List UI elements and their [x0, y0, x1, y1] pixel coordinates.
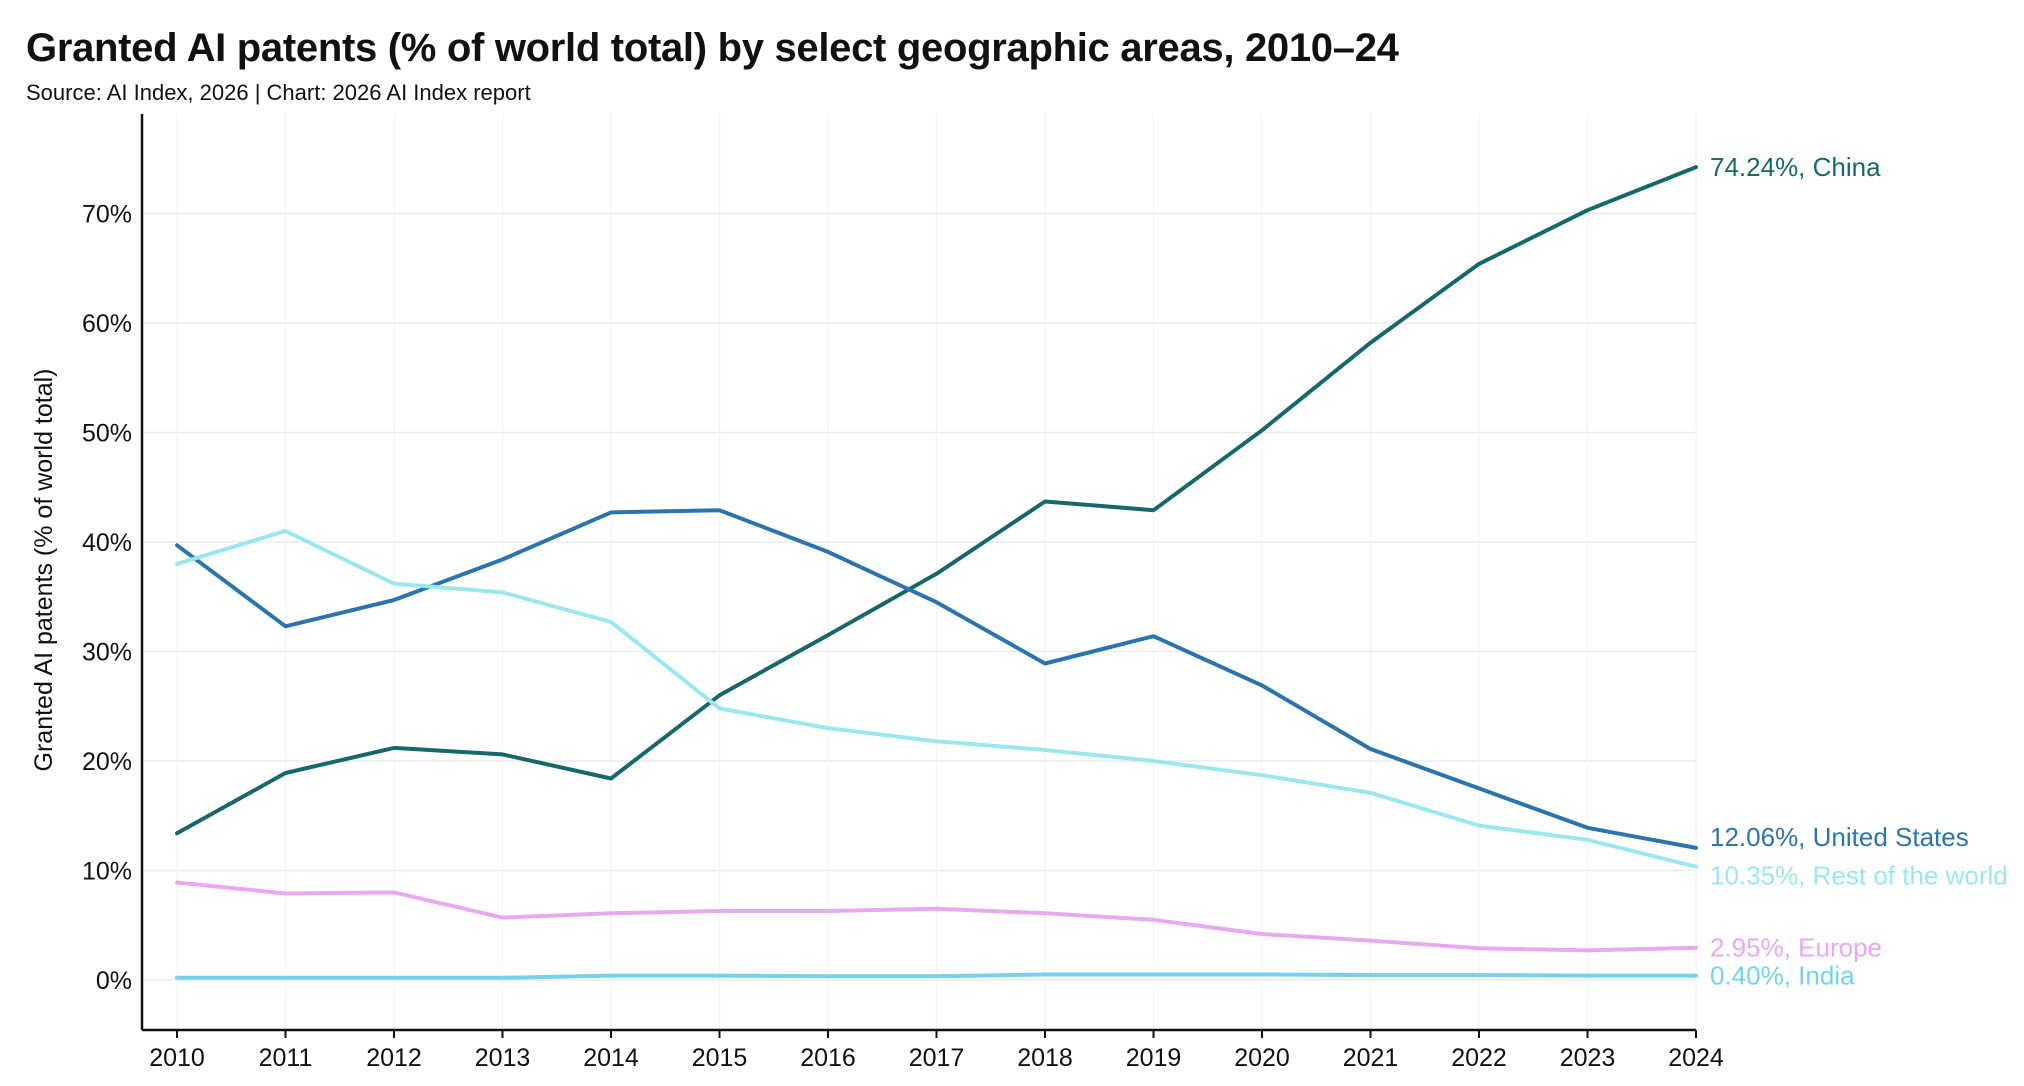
y-tick-label: 10%: [82, 858, 132, 886]
y-axis-label: Granted AI patents (% of world total): [30, 369, 58, 772]
x-tick-label: 2020: [1234, 1044, 1290, 1072]
y-tick-label: 20%: [82, 748, 132, 776]
x-tick-label: 2019: [1126, 1044, 1182, 1072]
x-tick-label: 2024: [1668, 1044, 1724, 1072]
x-tick-label: 2015: [692, 1044, 748, 1072]
end-label-india: 0.40%, India: [1710, 961, 1855, 991]
end-label-europe: 2.95%, Europe: [1710, 933, 1882, 963]
y-tick-label: 0%: [96, 967, 132, 995]
series-lines: [175, 165, 1698, 980]
series-line-china: [175, 165, 1698, 836]
end-label-china: 74.24%, China: [1710, 152, 1881, 182]
chart-subtitle: Source: AI Index, 2026 | Chart: 2026 AI …: [26, 80, 531, 105]
x-tick-label: 2022: [1451, 1044, 1507, 1072]
x-tick-label: 2023: [1560, 1044, 1616, 1072]
x-tick-label: 2010: [149, 1044, 205, 1072]
y-tick-label: 30%: [82, 639, 132, 667]
end-labels: 74.24%, China 12.06%, United States 10.35%…: [1710, 152, 2008, 991]
x-tick-label: 2012: [366, 1044, 422, 1072]
x-tick-label: 2021: [1343, 1044, 1399, 1072]
y-tick-labels: 0% 10% 20% 30% 40% 50% 60% 70%: [82, 201, 132, 996]
gridlines: [142, 114, 1697, 1030]
end-label-rest-of-the-world: 10.35%, Rest of the world: [1710, 861, 2008, 891]
y-tick-label: 50%: [82, 420, 132, 448]
series-line-india: [175, 972, 1698, 980]
x-tick-labels: 2010 2011 2012 2013 2014 2015 2016 2017 2018 2019…: [149, 1030, 1724, 1072]
y-tick-label: 70%: [82, 201, 132, 229]
series-line-rest-of-the-world: [175, 529, 1698, 869]
x-tick-label: 2013: [475, 1044, 531, 1072]
x-tick-label: 2011: [259, 1044, 313, 1072]
x-tick-label: 2017: [909, 1044, 965, 1072]
x-tick-label: 2018: [1017, 1044, 1073, 1072]
end-label-united-states: 12.06%, United States: [1710, 822, 1969, 852]
y-tick-label: 40%: [82, 529, 132, 557]
series-line-europe: [175, 880, 1698, 953]
x-tick-label: 2014: [583, 1044, 639, 1072]
x-tick-label: 2016: [800, 1044, 856, 1072]
y-tick-label: 60%: [82, 310, 132, 338]
chart-title: Granted AI patents (% of world total) by…: [26, 26, 1399, 70]
axes: [140, 114, 1696, 1032]
